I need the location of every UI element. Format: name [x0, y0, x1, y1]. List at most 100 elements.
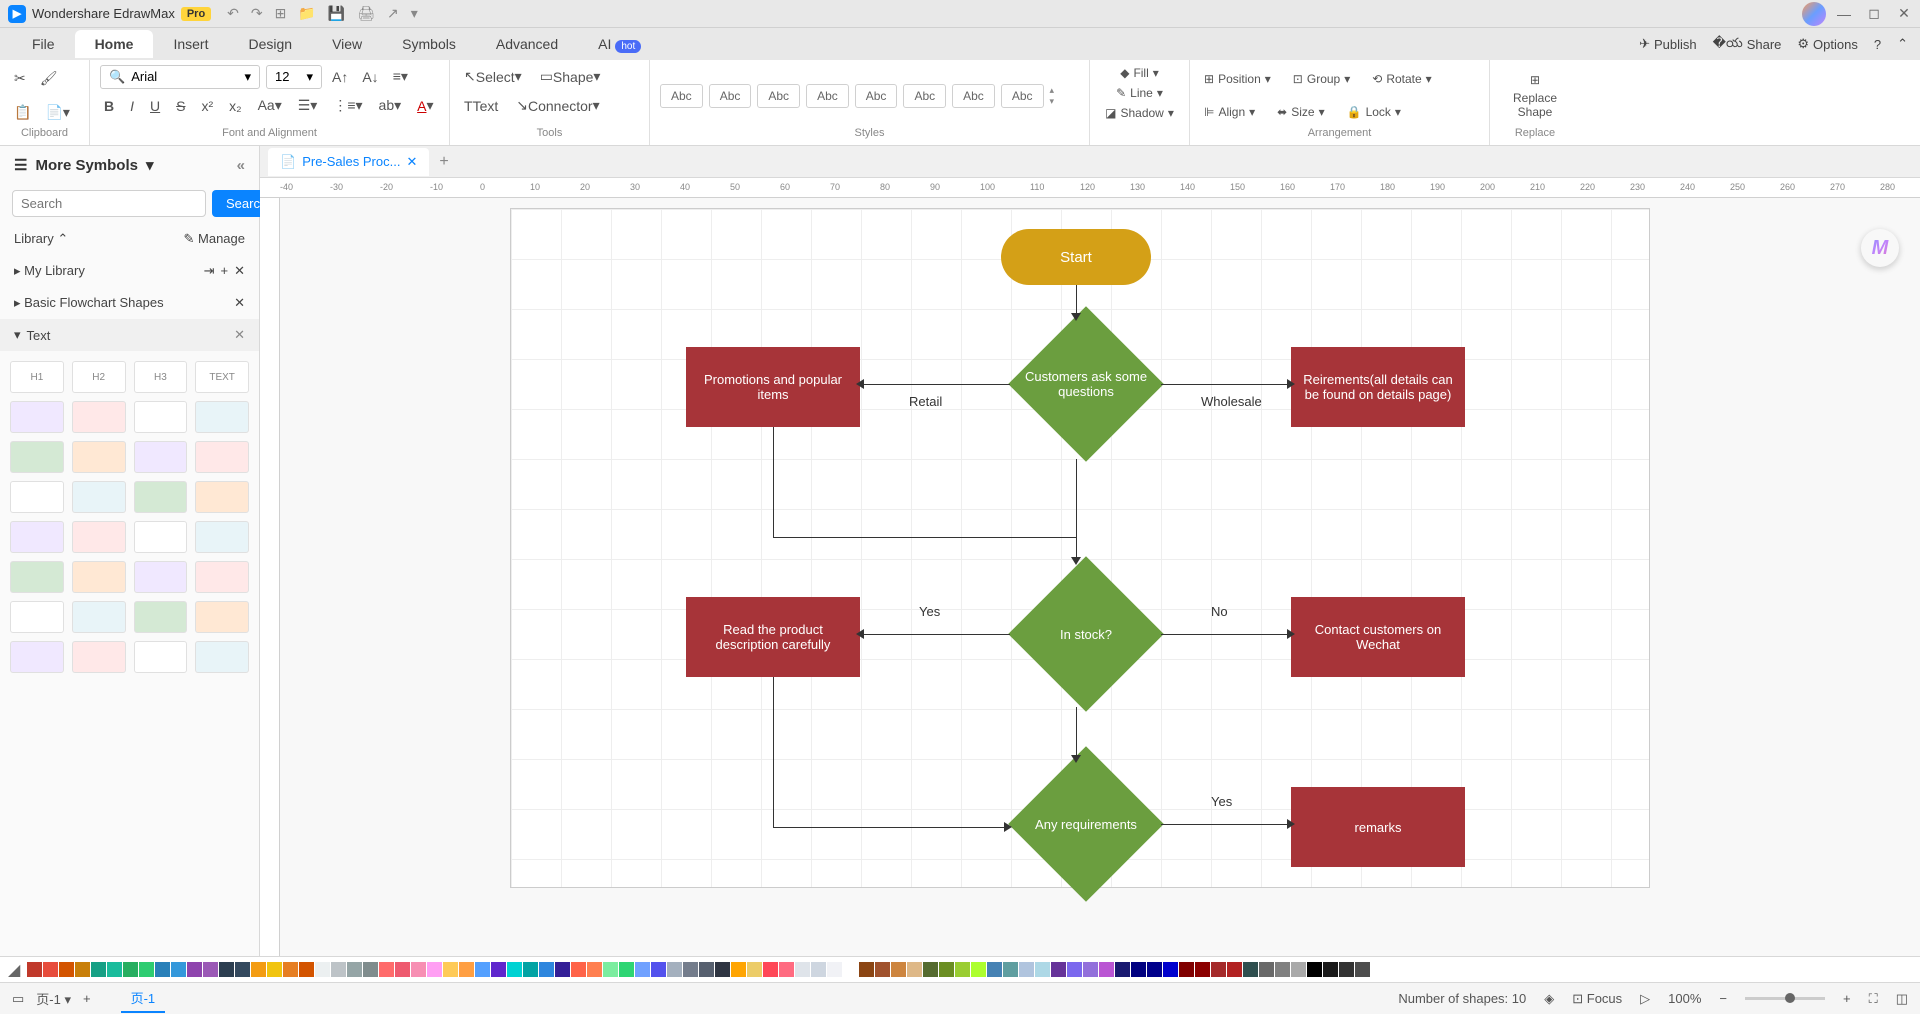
my-library-item[interactable]: ▸ My Library [14, 263, 85, 279]
shape-thumb[interactable] [134, 521, 188, 553]
shape-thumb[interactable]: H2 [72, 361, 126, 393]
color-swatch[interactable] [235, 962, 250, 977]
style-preset[interactable]: Abc [952, 84, 995, 108]
color-swatch[interactable] [971, 962, 986, 977]
style-preset[interactable]: Abc [806, 84, 849, 108]
shadow-button[interactable]: ◪ Shadow ▾ [1101, 104, 1178, 122]
shape-thumb[interactable] [72, 601, 126, 633]
shape-thumb[interactable] [195, 401, 249, 433]
bullets-icon[interactable]: ☰▾ [294, 93, 322, 118]
flowchart-node[interactable]: Start [1001, 229, 1151, 285]
shape-thumb[interactable] [134, 481, 188, 513]
color-swatch[interactable] [59, 962, 74, 977]
color-swatch[interactable] [171, 962, 186, 977]
shape-thumb[interactable] [10, 601, 64, 633]
shape-thumb[interactable] [134, 401, 188, 433]
manage-button[interactable]: ✎ Manage [184, 231, 246, 247]
color-swatch[interactable] [1067, 962, 1082, 977]
color-swatch[interactable] [779, 962, 794, 977]
color-swatch[interactable] [667, 962, 682, 977]
shape-thumb[interactable] [10, 401, 64, 433]
undo-icon[interactable]: ↶ [227, 5, 239, 22]
color-swatch[interactable] [315, 962, 330, 977]
maximize-icon[interactable]: ◻ [1866, 6, 1882, 22]
zoom-level[interactable]: 100% [1668, 991, 1701, 1006]
align-icon[interactable]: ≡▾ [389, 64, 412, 89]
position-button[interactable]: ⊞ Position▾ [1200, 70, 1275, 88]
lock-button[interactable]: 🔒 Lock▾ [1343, 103, 1405, 121]
color-swatch[interactable] [363, 962, 378, 977]
color-swatch[interactable] [155, 962, 170, 977]
decrease-font-icon[interactable]: A↓ [358, 65, 382, 89]
color-swatch[interactable] [251, 962, 266, 977]
print-icon[interactable]: 🖨 [357, 5, 375, 22]
shape-thumb[interactable]: H3 [134, 361, 188, 393]
shape-thumb[interactable] [72, 481, 126, 513]
superscript-icon[interactable]: x² [197, 94, 217, 118]
color-swatch[interactable] [1179, 962, 1194, 977]
color-swatch[interactable] [27, 962, 42, 977]
underline-icon[interactable]: U [146, 94, 164, 118]
font-color-icon[interactable]: A▾ [413, 93, 437, 118]
menu-tab-ai[interactable]: AIhot [578, 30, 661, 58]
drawing-paper[interactable]: StartCustomers ask some questionsPromoti… [510, 208, 1650, 888]
color-swatch[interactable] [811, 962, 826, 977]
color-swatch[interactable] [523, 962, 538, 977]
color-swatch[interactable] [1307, 962, 1322, 977]
color-swatch[interactable] [1115, 962, 1130, 977]
flowchart-node[interactable]: Promotions and popular items [686, 347, 860, 427]
color-swatch[interactable] [1275, 962, 1290, 977]
color-swatch[interactable] [475, 962, 490, 977]
color-swatch[interactable] [427, 962, 442, 977]
strike-icon[interactable]: S [172, 94, 189, 118]
color-swatch[interactable] [1035, 962, 1050, 977]
color-swatch[interactable] [1211, 962, 1226, 977]
color-swatch[interactable] [395, 962, 410, 977]
color-swatch[interactable] [1083, 962, 1098, 977]
shape-thumb[interactable] [195, 521, 249, 553]
fill-button[interactable]: ◆ Fill ▾ [1116, 64, 1163, 82]
shape-thumb[interactable] [195, 441, 249, 473]
new-icon[interactable]: ⊞ [275, 5, 287, 22]
document-tab[interactable]: 📄 Pre-Sales Proc... ✕ [268, 148, 429, 176]
export-icon[interactable]: ↗ [387, 5, 399, 22]
replace-shape-button[interactable]: ⊞Replace Shape [1500, 71, 1570, 121]
select-tool[interactable]: ↖ Select ▾ [460, 64, 526, 89]
color-swatch[interactable] [507, 962, 522, 977]
color-swatch[interactable] [491, 962, 506, 977]
color-swatch[interactable] [763, 962, 778, 977]
color-swatch[interactable] [443, 962, 458, 977]
color-swatch[interactable] [219, 962, 234, 977]
shape-thumb[interactable] [72, 521, 126, 553]
publish-button[interactable]: ✈ Publish [1639, 36, 1697, 52]
options-button[interactable]: ⚙ Options [1797, 36, 1857, 52]
flowchart-node[interactable]: Contact customers on Wechat [1291, 597, 1465, 677]
zoom-out-icon[interactable]: − [1719, 991, 1727, 1006]
color-swatch[interactable] [107, 962, 122, 977]
color-swatch[interactable] [411, 962, 426, 977]
color-swatch[interactable] [843, 962, 858, 977]
close-text-icon[interactable]: ✕ [234, 327, 245, 343]
paste-icon[interactable]: 📄▾ [41, 100, 73, 125]
redo-icon[interactable]: ↷ [251, 5, 263, 22]
shape-thumb[interactable] [72, 641, 126, 673]
shape-thumb[interactable]: TEXT [195, 361, 249, 393]
color-swatch[interactable] [571, 962, 586, 977]
minimize-icon[interactable]: — [1836, 6, 1852, 22]
page-tab[interactable]: 页-1 [121, 984, 166, 1013]
zoom-in-icon[interactable]: + [1843, 991, 1851, 1006]
color-swatch[interactable] [1323, 962, 1338, 977]
color-swatch[interactable] [603, 962, 618, 977]
menu-tab-insert[interactable]: Insert [153, 30, 228, 58]
add-icon[interactable]: + [221, 263, 229, 279]
color-swatch[interactable] [331, 962, 346, 977]
shape-thumb[interactable] [134, 641, 188, 673]
menu-tab-symbols[interactable]: Symbols [382, 30, 476, 58]
shape-thumb[interactable] [10, 441, 64, 473]
menu-tab-file[interactable]: File [12, 30, 75, 58]
view-mode-icon[interactable]: ▭ [12, 991, 24, 1007]
size-button[interactable]: ⬌ Size▾ [1273, 103, 1328, 121]
align-button[interactable]: ⊫ Align▾ [1200, 103, 1259, 121]
color-swatch[interactable] [1003, 962, 1018, 977]
shape-thumb[interactable] [195, 481, 249, 513]
